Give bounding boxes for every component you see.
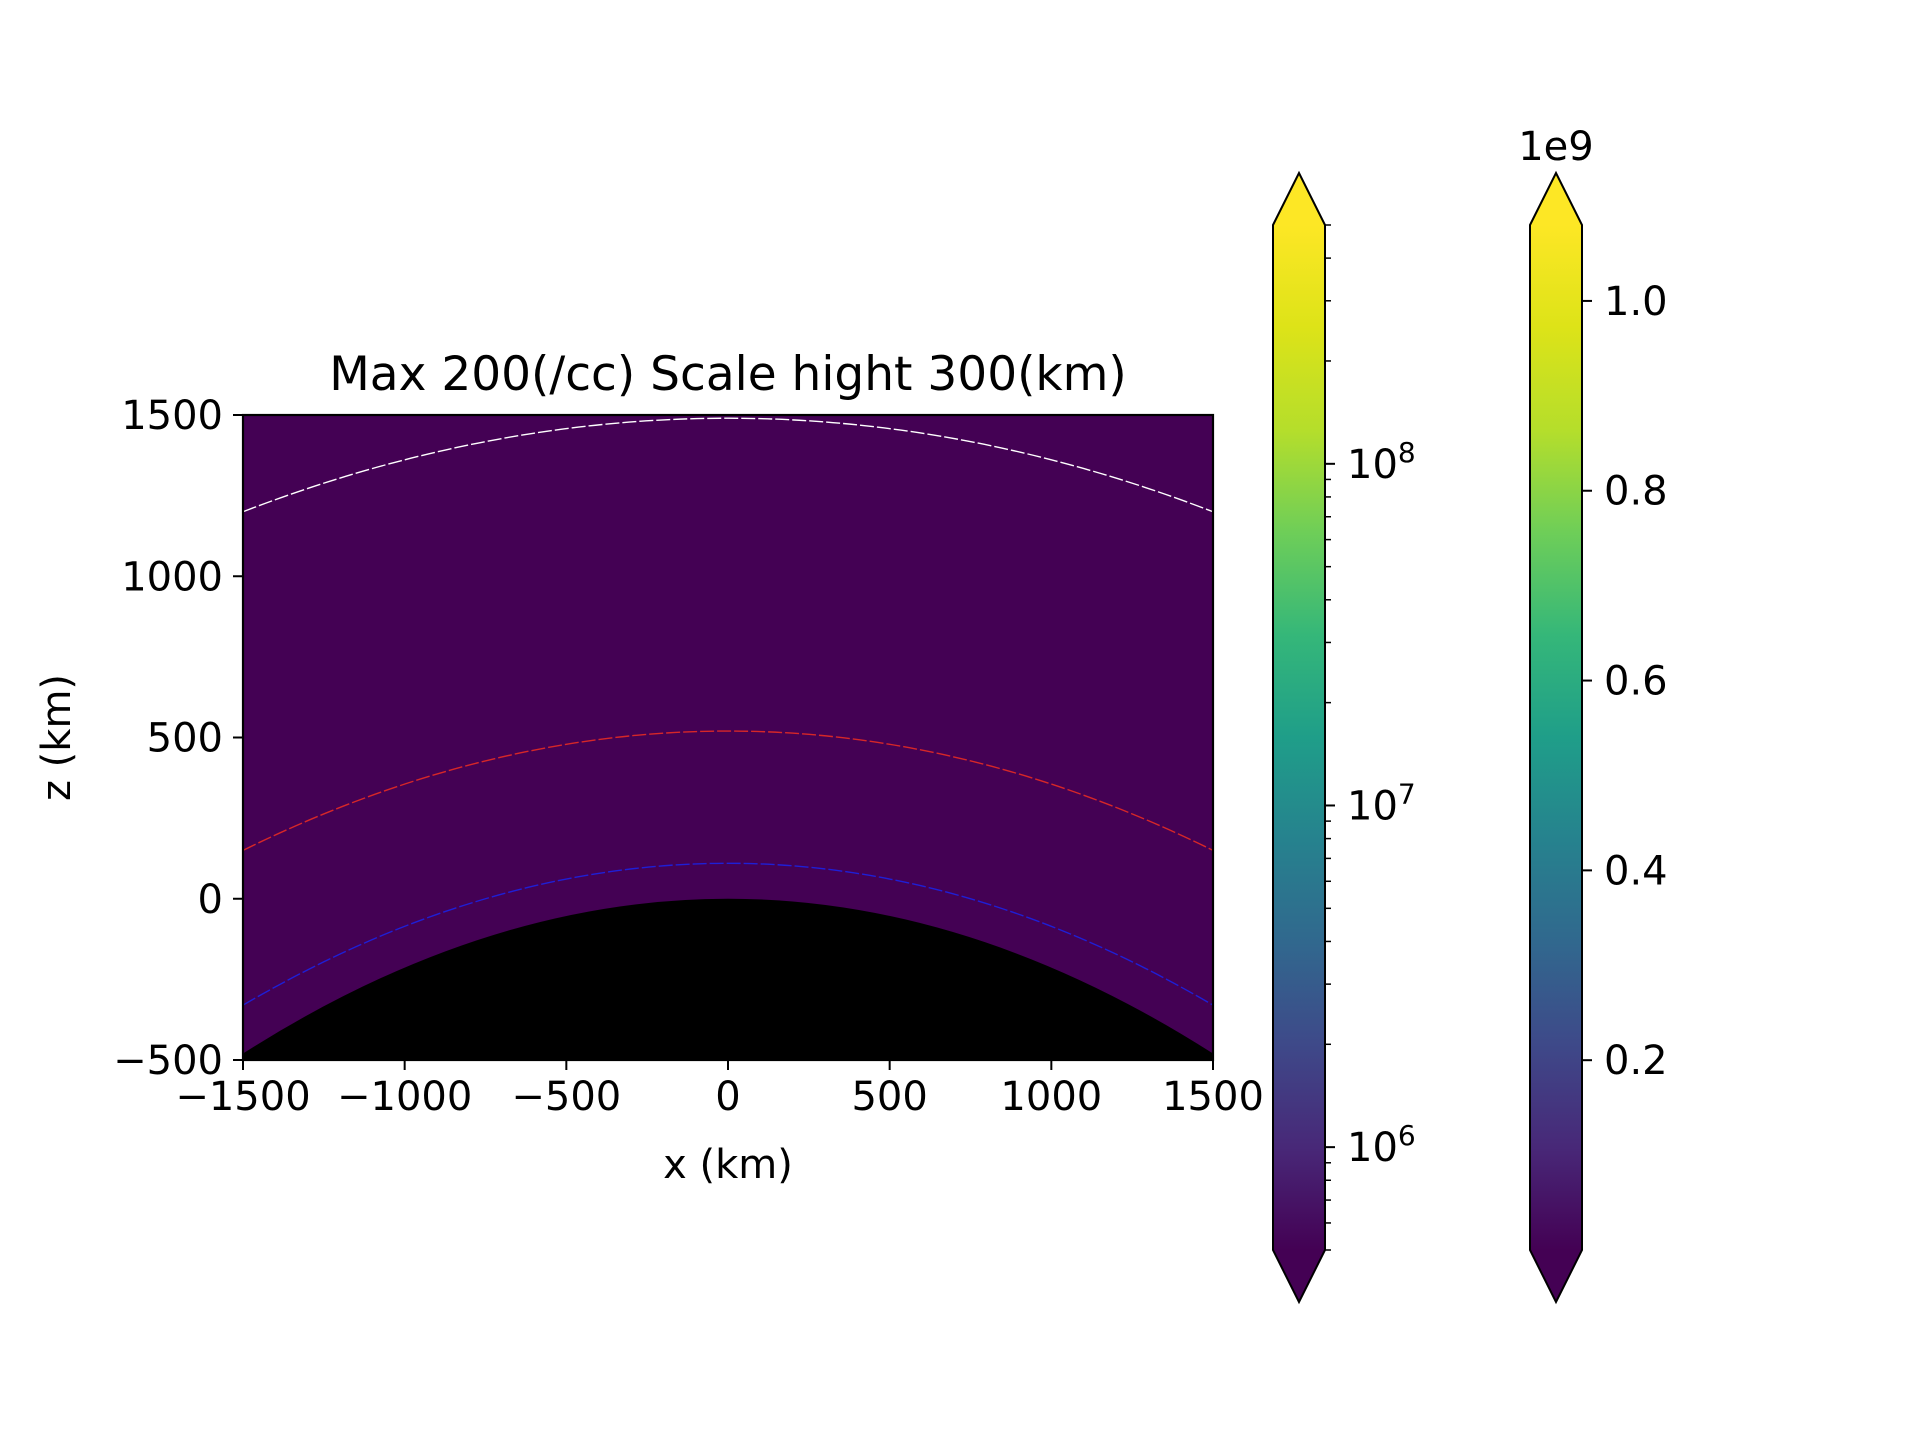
- x-tick-label: 1500: [1162, 1074, 1264, 1120]
- x-tick-label: 500: [851, 1074, 927, 1120]
- colorbar-tick-base: 10: [1347, 1125, 1398, 1171]
- y-tick-label: 1500: [121, 393, 223, 439]
- x-axis-label: x (km): [663, 1142, 793, 1188]
- colorbar-tick-base: 10: [1347, 783, 1398, 829]
- x-tick-label: −500: [511, 1074, 621, 1120]
- plot-layer: [243, 417, 1213, 1060]
- colorbar-offset-label: 1e9: [1518, 124, 1594, 170]
- colorbar-2: 0.2 0.4 0.6 0.8 1.0 1e9: [1518, 124, 1668, 1305]
- y-tick-label: 1000: [121, 554, 223, 600]
- colorbar-tick-label: 108: [1347, 436, 1416, 488]
- colorbar-gradient: [1273, 225, 1325, 1250]
- planet-body: [243, 898, 1213, 1060]
- colorbar-extend-top: [1530, 173, 1582, 225]
- y-axis-label: z (km): [34, 674, 80, 801]
- y-tick-label: 0: [198, 877, 223, 923]
- contour-line-3: [243, 862, 1213, 1006]
- colorbar-tick-label: 0.4: [1604, 848, 1668, 894]
- colorbar-tick-exponent: 7: [1398, 777, 1416, 810]
- x-tick-label: 0: [715, 1074, 740, 1120]
- colorbar-tick-exponent: 6: [1398, 1119, 1416, 1152]
- colorbar-tick-label: 0.8: [1604, 469, 1668, 515]
- colorbar-tick-label: 106: [1347, 1119, 1416, 1171]
- colorbar-tick-label: 107: [1347, 777, 1416, 829]
- colorbar-extend-bottom: [1530, 1250, 1582, 1302]
- colorbar-tick-base: 10: [1347, 442, 1398, 488]
- y-tick-label: −500: [113, 1038, 223, 1084]
- main-axes: −1500 −1000 −500 0 500 1000 1500 −500 0 500 1000 15…: [34, 347, 1264, 1188]
- y-tick-label: 500: [147, 716, 223, 762]
- colorbar-gradient: [1530, 225, 1582, 1250]
- colorbar-outline: [1529, 170, 1583, 1305]
- colorbar-tick-label: 0.6: [1604, 659, 1668, 705]
- x-tick-label: −1500: [175, 1074, 310, 1120]
- chart-title: Max 200(/cc) Scale hight 300(km): [329, 347, 1127, 402]
- colorbar-tick-exponent: 8: [1398, 436, 1416, 469]
- colorbar-extend-top: [1273, 173, 1325, 225]
- x-tick-label: −1000: [337, 1074, 472, 1120]
- colorbar-tick-label: 0.2: [1604, 1038, 1668, 1084]
- colorbar-tick-label: 1.0: [1604, 279, 1668, 325]
- contour-line-2: [243, 730, 1213, 852]
- x-tick-label: 1000: [1000, 1074, 1102, 1120]
- colorbar-extend-bottom: [1273, 1250, 1325, 1302]
- contour-line-1: [243, 417, 1213, 513]
